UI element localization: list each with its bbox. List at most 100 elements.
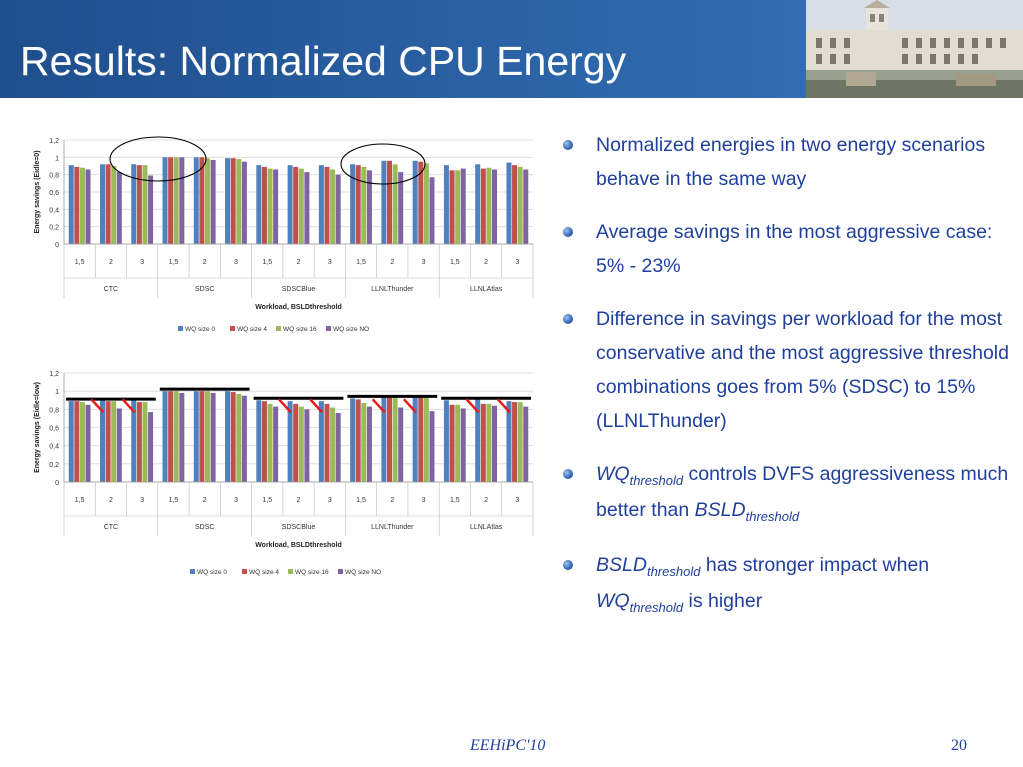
x-tick-label: 3 xyxy=(234,497,238,504)
annotation-slash xyxy=(121,398,136,414)
legend-label: WQ size 0 xyxy=(185,326,215,333)
x-tick-label: 2 xyxy=(109,259,113,266)
bar xyxy=(116,172,122,244)
y-tick-label: 0,2 xyxy=(49,462,59,469)
bar xyxy=(460,408,466,482)
bar xyxy=(418,161,424,244)
bullet-text: controls DVFS aggressiveness much better… xyxy=(596,463,1009,521)
legend-label: WQ size NO xyxy=(333,326,369,333)
bar xyxy=(79,402,85,482)
bullet-icon xyxy=(563,140,573,150)
bar xyxy=(193,391,199,482)
bullet-text: is higher xyxy=(683,590,763,612)
bar xyxy=(142,165,148,244)
bullet-text: has stronger impact when xyxy=(700,554,930,576)
bullet-icon xyxy=(563,469,573,479)
bar xyxy=(304,172,310,244)
chart-bottom: 0 0,2 0,4 0,6 0,8 1 1,2 1,5 2 3 1,5 2 3 1,5 2 3 1,5 2 3 1,5… xyxy=(34,371,534,576)
bullet-subscript: threshold xyxy=(745,509,800,524)
bar xyxy=(74,401,80,482)
bar xyxy=(148,175,154,244)
bar xyxy=(330,407,336,482)
legend-swatch xyxy=(276,326,281,331)
x-tick-label: 2 xyxy=(203,497,207,504)
bar xyxy=(318,165,324,244)
bar xyxy=(460,168,466,244)
x-tick-label: 1,5 xyxy=(356,259,366,266)
bar xyxy=(267,403,273,482)
bar xyxy=(506,401,512,482)
y-tick-label: 0,4 xyxy=(49,444,59,451)
bar xyxy=(225,158,231,244)
x-tick-label: 2 xyxy=(297,497,301,504)
bar xyxy=(412,395,418,482)
bullet-list: Normalized energies in two energy scenar… xyxy=(560,128,1010,639)
bar xyxy=(168,391,174,482)
x-tick-label: 1,5 xyxy=(262,497,272,504)
bar xyxy=(68,165,74,244)
bar xyxy=(298,168,304,244)
bar xyxy=(74,166,80,244)
x-tick-label: 1,5 xyxy=(356,497,366,504)
bar xyxy=(173,391,179,482)
bar xyxy=(199,391,205,482)
bar xyxy=(361,402,367,482)
bar xyxy=(506,162,512,244)
bar xyxy=(162,391,168,482)
bullet-icon xyxy=(563,314,573,324)
bar xyxy=(111,166,117,244)
y-tick-label: 0 xyxy=(55,480,59,487)
bar xyxy=(261,166,267,244)
bar xyxy=(517,166,523,244)
x-tick-label: 2 xyxy=(203,259,207,266)
x-tick-label: 2 xyxy=(109,497,113,504)
legend-swatch xyxy=(190,569,195,574)
bar xyxy=(381,395,387,482)
bar xyxy=(512,402,518,482)
bar xyxy=(100,400,105,482)
bar xyxy=(100,164,105,244)
bullet-text-wq: WQ xyxy=(596,463,630,485)
x-tick-label: 1,5 xyxy=(450,497,460,504)
bar xyxy=(210,392,216,482)
bullet-text-wq: WQ xyxy=(596,590,630,612)
bullet-text: Difference in savings per workload for t… xyxy=(596,308,1009,432)
legend-swatch xyxy=(326,326,331,331)
footer-text: EEHiPC'10 xyxy=(470,737,546,754)
bar xyxy=(131,400,137,482)
bar xyxy=(475,164,481,244)
bar xyxy=(412,160,418,244)
bar xyxy=(179,392,185,482)
bar xyxy=(335,174,341,244)
bullet-subscript: threshold xyxy=(629,473,684,488)
x-tick-label: 1,5 xyxy=(169,259,179,266)
bar xyxy=(475,397,481,482)
x-tick-label: 2 xyxy=(390,259,394,266)
bar xyxy=(455,170,461,244)
bar xyxy=(68,401,74,482)
group-label: SDSC xyxy=(195,286,214,293)
bar xyxy=(136,165,142,244)
y-axis-title: Energy savings (Eidle=0) xyxy=(34,150,41,233)
bar xyxy=(241,161,247,244)
y-tick-label: 0,8 xyxy=(49,173,59,180)
bar xyxy=(318,401,324,482)
group-label: LLNLThunder xyxy=(371,286,414,293)
bar xyxy=(350,164,356,244)
bar xyxy=(210,159,216,244)
annotation-slash xyxy=(277,398,292,414)
bullet-icon xyxy=(563,560,573,570)
annotation-slash xyxy=(403,398,417,414)
annotation-slash xyxy=(371,398,386,414)
bullet-subscript: threshold xyxy=(629,600,684,615)
bar xyxy=(148,412,154,482)
bar xyxy=(361,166,367,244)
bar xyxy=(517,402,523,482)
bar xyxy=(455,404,461,482)
legend-label: WQ size 0 xyxy=(197,569,227,576)
bar xyxy=(225,391,231,482)
bar xyxy=(79,167,85,244)
bullet-subscript: threshold xyxy=(646,564,701,579)
group-label: SDSC xyxy=(195,524,214,531)
bar xyxy=(105,164,111,244)
